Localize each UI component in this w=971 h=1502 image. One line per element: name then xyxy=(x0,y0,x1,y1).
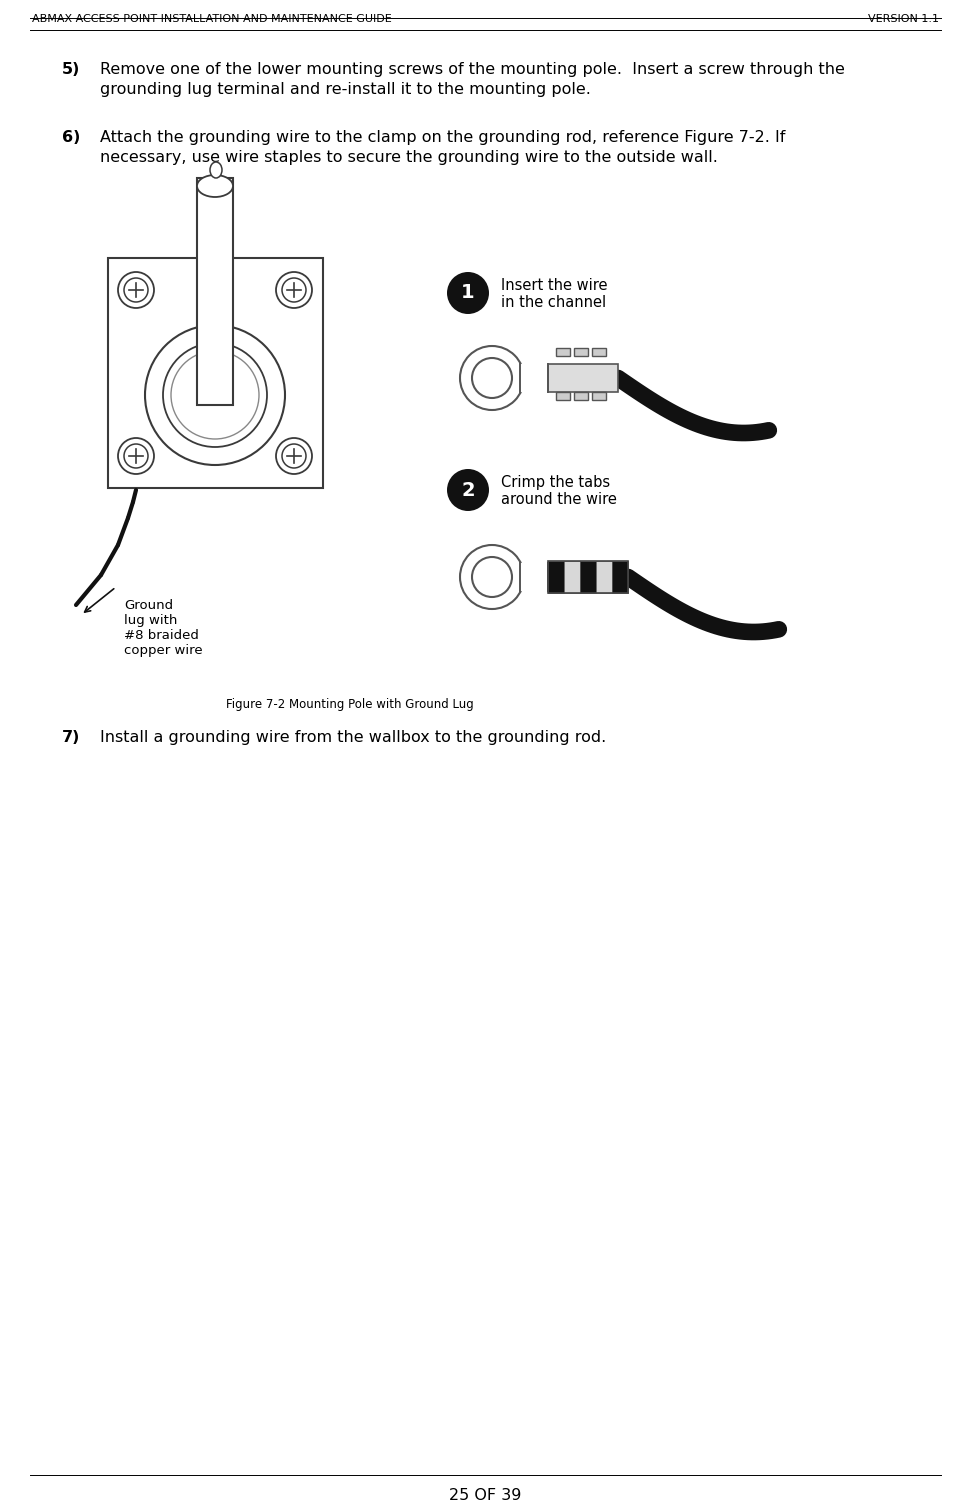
Circle shape xyxy=(145,324,285,466)
Bar xyxy=(548,562,564,593)
Circle shape xyxy=(124,278,148,302)
Text: Ground
lug with
#8 braided
copper wire: Ground lug with #8 braided copper wire xyxy=(124,599,203,656)
Circle shape xyxy=(447,469,489,511)
Circle shape xyxy=(276,272,312,308)
Circle shape xyxy=(460,345,524,410)
Text: ABMAX ACCESS POINT INSTALLATION AND MAINTENANCE GUIDE: ABMAX ACCESS POINT INSTALLATION AND MAIN… xyxy=(32,14,391,24)
Bar xyxy=(548,562,628,593)
Circle shape xyxy=(460,545,524,608)
Text: grounding lug terminal and re-install it to the mounting pole.: grounding lug terminal and re-install it… xyxy=(100,83,591,98)
Ellipse shape xyxy=(197,176,233,197)
Text: VERSION 1.1: VERSION 1.1 xyxy=(868,14,939,24)
Text: 5): 5) xyxy=(62,62,81,77)
Text: 7): 7) xyxy=(62,730,81,745)
Bar xyxy=(556,392,570,400)
Text: Insert the wire
in the channel: Insert the wire in the channel xyxy=(501,278,608,311)
Circle shape xyxy=(276,439,312,475)
Text: necessary, use wire staples to secure the grounding wire to the outside wall.: necessary, use wire staples to secure th… xyxy=(100,150,718,165)
Circle shape xyxy=(472,557,512,596)
Text: 25 OF 39: 25 OF 39 xyxy=(449,1488,521,1502)
Circle shape xyxy=(171,351,259,439)
Text: Crimp the tabs
around the wire: Crimp the tabs around the wire xyxy=(501,475,617,508)
Text: 6): 6) xyxy=(62,131,81,146)
Bar xyxy=(548,363,618,392)
Circle shape xyxy=(472,357,512,398)
Circle shape xyxy=(118,439,154,475)
Ellipse shape xyxy=(210,162,222,179)
Bar xyxy=(564,562,580,593)
Text: 1: 1 xyxy=(461,284,475,302)
Text: Attach the grounding wire to the clamp on the grounding rod, reference Figure 7-: Attach the grounding wire to the clamp o… xyxy=(100,131,786,146)
Circle shape xyxy=(124,445,148,469)
Circle shape xyxy=(118,272,154,308)
Bar xyxy=(592,348,606,356)
Bar xyxy=(520,563,548,590)
Text: 2: 2 xyxy=(461,481,475,500)
Bar xyxy=(574,348,588,356)
Circle shape xyxy=(163,342,267,448)
Text: Remove one of the lower mounting screws of the mounting pole.  Insert a screw th: Remove one of the lower mounting screws … xyxy=(100,62,845,77)
Circle shape xyxy=(282,278,306,302)
Text: Install a grounding wire from the wallbox to the grounding rod.: Install a grounding wire from the wallbo… xyxy=(100,730,606,745)
Bar xyxy=(592,392,606,400)
Circle shape xyxy=(282,445,306,469)
Bar xyxy=(520,363,548,392)
Bar xyxy=(197,179,233,406)
Bar xyxy=(574,392,588,400)
Bar xyxy=(612,562,628,593)
Bar xyxy=(108,258,323,488)
Text: Figure 7-2 Mounting Pole with Ground Lug: Figure 7-2 Mounting Pole with Ground Lug xyxy=(226,698,474,710)
Bar xyxy=(580,562,596,593)
Circle shape xyxy=(447,272,489,314)
Bar xyxy=(596,562,612,593)
Bar xyxy=(556,348,570,356)
